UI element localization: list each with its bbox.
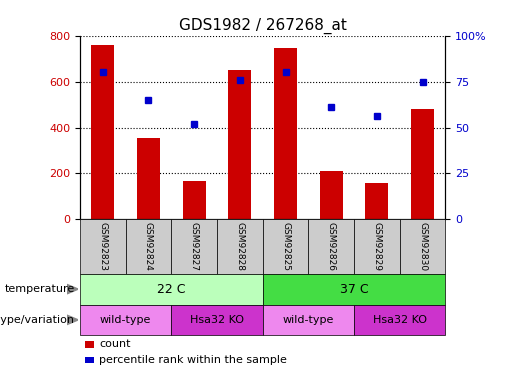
- Text: GSM92827: GSM92827: [190, 222, 199, 271]
- Text: GSM92825: GSM92825: [281, 222, 290, 271]
- Text: GSM92828: GSM92828: [235, 222, 244, 271]
- Text: wild-type: wild-type: [100, 315, 151, 325]
- Text: 37 C: 37 C: [340, 283, 368, 296]
- Bar: [274, 48, 297, 219]
- Text: percentile rank within the sample: percentile rank within the sample: [99, 355, 287, 365]
- Text: wild-type: wild-type: [283, 315, 334, 325]
- Text: GSM92826: GSM92826: [327, 222, 336, 271]
- Text: temperature: temperature: [5, 284, 75, 294]
- Bar: [183, 182, 205, 219]
- Text: genotype/variation: genotype/variation: [0, 315, 75, 325]
- Text: Hsa32 KO: Hsa32 KO: [373, 315, 427, 325]
- Text: GSM92823: GSM92823: [98, 222, 107, 271]
- Bar: [320, 171, 342, 219]
- Bar: [137, 138, 160, 219]
- Bar: [91, 45, 114, 219]
- Text: GSM92829: GSM92829: [372, 222, 382, 271]
- Title: GDS1982 / 267268_at: GDS1982 / 267268_at: [179, 18, 347, 34]
- Bar: [366, 183, 388, 219]
- Text: count: count: [99, 339, 131, 349]
- Polygon shape: [67, 284, 78, 294]
- Bar: [228, 70, 251, 219]
- Text: GSM92830: GSM92830: [418, 222, 427, 271]
- Polygon shape: [67, 315, 78, 325]
- Text: Hsa32 KO: Hsa32 KO: [190, 315, 244, 325]
- Text: GSM92824: GSM92824: [144, 222, 153, 271]
- Bar: [411, 109, 434, 219]
- Text: 22 C: 22 C: [157, 283, 185, 296]
